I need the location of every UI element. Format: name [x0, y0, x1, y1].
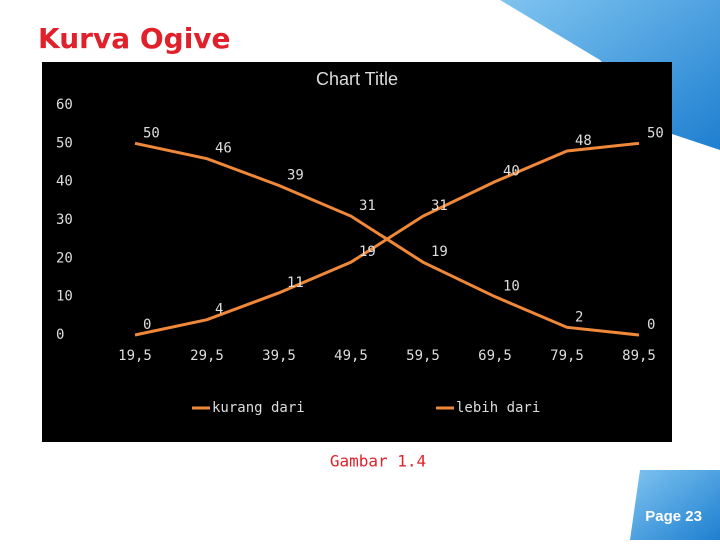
y-tick-label: 10	[56, 289, 73, 305]
data-label: 31	[359, 198, 376, 214]
caption: Gambar 1.4	[330, 452, 426, 471]
data-label: 50	[143, 125, 160, 141]
data-label: 2	[575, 309, 583, 325]
x-tick-label: 49,5	[334, 348, 368, 364]
y-tick-label: 20	[56, 250, 73, 266]
data-label: 10	[503, 279, 520, 295]
page-number: Page 23	[645, 508, 702, 525]
legend-label: kurang dari	[212, 400, 305, 416]
decoration	[630, 470, 720, 540]
x-tick-label: 79,5	[550, 348, 584, 364]
data-label: 19	[431, 244, 448, 260]
x-tick-label: 29,5	[190, 348, 224, 364]
data-label: 40	[503, 164, 520, 180]
data-label: 39	[287, 168, 304, 184]
data-label: 50	[647, 125, 664, 141]
x-tick-label: 89,5	[622, 348, 656, 364]
y-tick-label: 60	[56, 97, 73, 113]
chart-area	[42, 62, 672, 442]
series-line	[134, 141, 640, 337]
data-label: 46	[215, 141, 232, 157]
slide-title: Kurva Ogive	[38, 22, 231, 55]
data-label: 0	[143, 317, 151, 333]
x-tick-label: 59,5	[406, 348, 440, 364]
data-label: 31	[431, 198, 448, 214]
data-label: 4	[215, 302, 223, 318]
data-label: 19	[359, 244, 376, 260]
x-tick-label: 19,5	[118, 348, 152, 364]
data-label: 0	[647, 317, 655, 333]
y-tick-label: 50	[56, 135, 73, 151]
chart-title: Chart Title	[316, 69, 398, 89]
y-tick-label: 0	[56, 327, 64, 343]
data-label: 11	[287, 275, 304, 291]
x-tick-label: 39,5	[262, 348, 296, 364]
y-tick-label: 40	[56, 174, 73, 190]
x-tick-label: 69,5	[478, 348, 512, 364]
data-label: 48	[575, 133, 592, 149]
y-tick-label: 30	[56, 212, 73, 228]
legend-label: lebih dari	[456, 400, 540, 416]
